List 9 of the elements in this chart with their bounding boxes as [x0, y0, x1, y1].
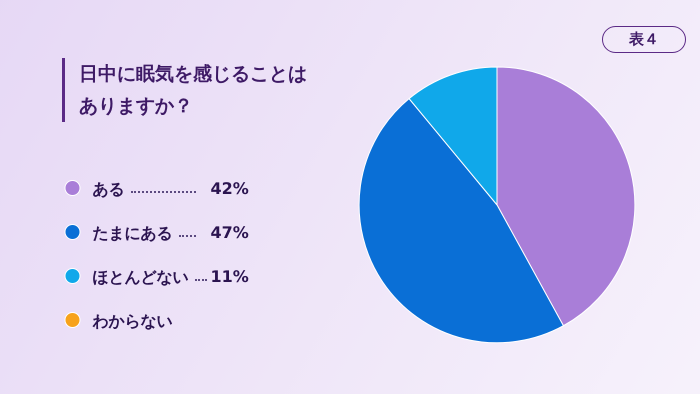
- legend-label: ほとんどない: [92, 267, 188, 286]
- data-label: 11%: [210, 266, 249, 286]
- text: 表４: [602, 26, 686, 53]
- legend-label: たまにある: [92, 223, 172, 242]
- data-label: 47%: [210, 222, 249, 242]
- data-label: 42%: [210, 178, 249, 198]
- legend-label: わからない: [92, 311, 172, 330]
- legend-label: ある: [92, 179, 124, 198]
- text: 日中に眠気を感じることはありますか？: [62, 58, 315, 122]
